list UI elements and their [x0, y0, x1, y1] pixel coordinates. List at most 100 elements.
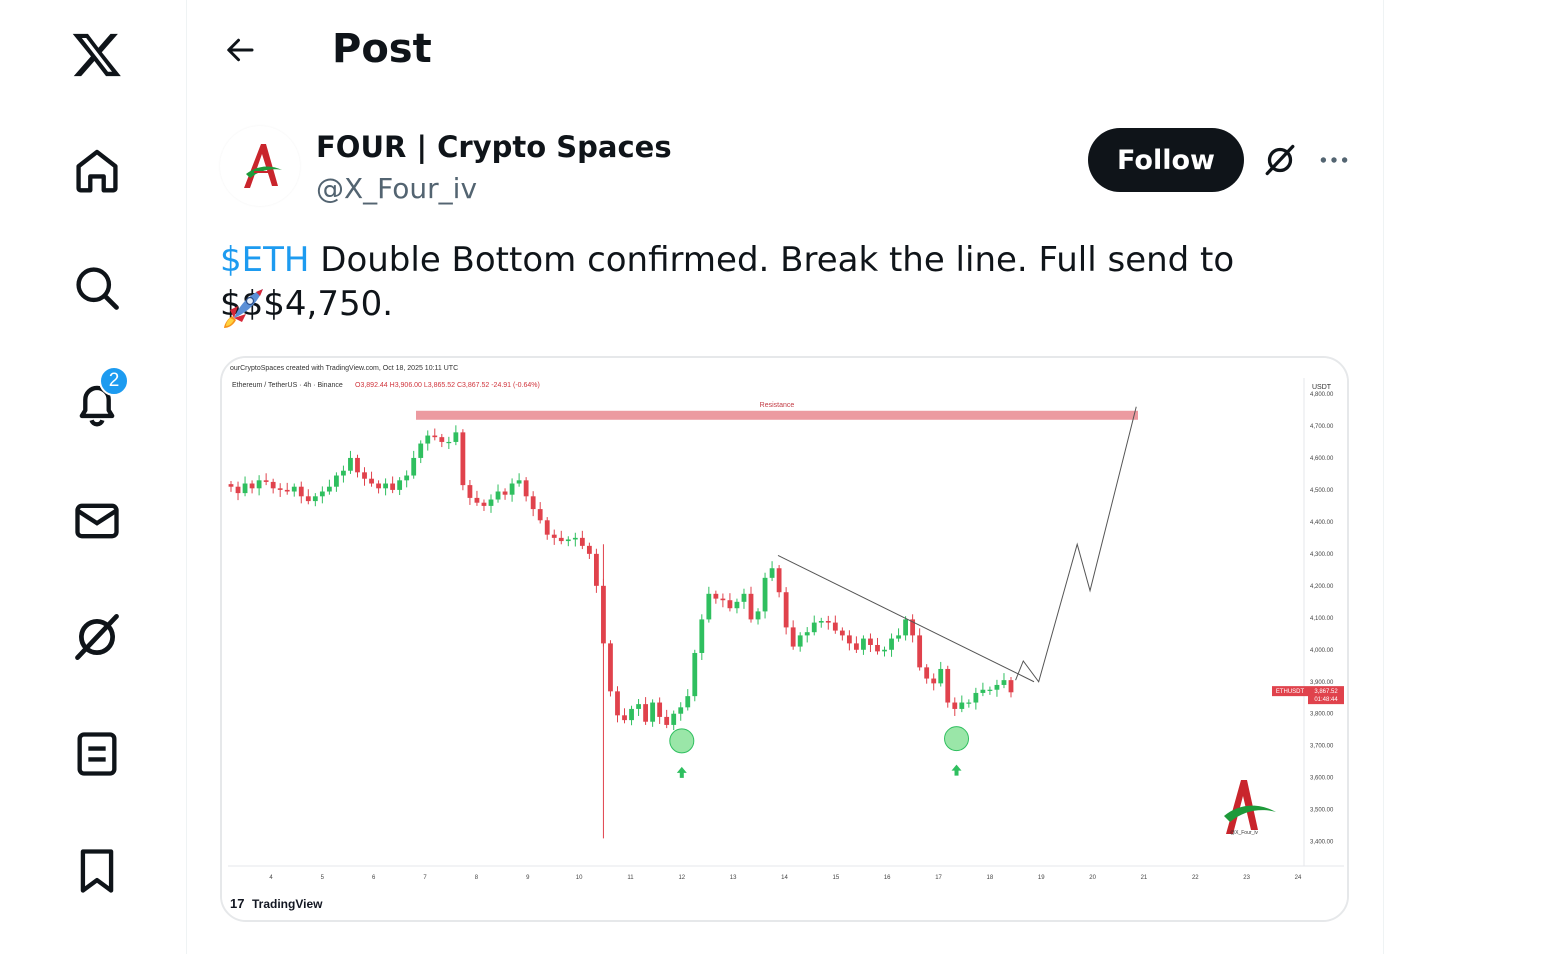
y-tick-label: 4,100.00	[1310, 616, 1334, 622]
sidebar-item-lists[interactable]	[66, 723, 128, 785]
watermark-handle: @X_Four_iv	[1230, 830, 1258, 836]
candle-body	[741, 593, 747, 602]
candle-body	[418, 443, 424, 458]
candle-body	[706, 593, 712, 620]
y-tick-label: 3,900.00	[1310, 680, 1334, 686]
candle-body	[228, 484, 234, 487]
candle-body	[509, 483, 515, 495]
candle-body	[825, 621, 831, 623]
x-tick-label: 20	[1089, 875, 1096, 881]
x-tick-label: 9	[526, 875, 530, 881]
x-tick-label: 16	[884, 875, 891, 881]
candle-body	[319, 491, 325, 497]
candle-body	[446, 441, 452, 444]
bell-icon	[79, 385, 115, 427]
candle-body	[713, 593, 719, 599]
chart-symbol: Ethereum / TetherUS · 4h · Binance	[232, 382, 343, 389]
chart-currency: USDT	[1312, 384, 1332, 391]
candle-body	[903, 619, 908, 636]
sidebar-item-explore[interactable]	[66, 257, 128, 319]
author-avatar[interactable]	[220, 126, 300, 206]
candle-body	[917, 635, 923, 668]
y-tick-label: 3,500.00	[1310, 808, 1334, 814]
main-column	[186, 0, 1384, 954]
x-tick-label: 22	[1192, 875, 1199, 881]
candle-body	[348, 457, 353, 471]
candle-body	[818, 621, 824, 623]
home-icon	[76, 149, 118, 193]
candle-body	[987, 689, 993, 691]
grok-icon	[1265, 144, 1295, 176]
candle-body	[776, 568, 782, 593]
candle-body	[341, 470, 346, 476]
y-tick-label: 4,000.00	[1310, 648, 1334, 654]
x-tick-label: 18	[987, 875, 994, 881]
candle-body	[685, 696, 691, 708]
grok-explain-button[interactable]	[1258, 138, 1302, 182]
price-tag-symbol-bg	[1272, 686, 1308, 697]
list-icon	[77, 732, 117, 776]
x-tick-label: 17	[935, 875, 942, 881]
sidebar-item-home[interactable]	[66, 140, 128, 202]
back-button[interactable]	[220, 30, 260, 70]
mail-icon	[75, 503, 119, 539]
x-tick-label: 24	[1295, 875, 1302, 881]
author-name[interactable]: FOUR | Crypto Spaces	[316, 130, 672, 164]
candle-body	[284, 489, 290, 492]
x-tick-label: 7	[423, 875, 427, 881]
x-tick-label: 8	[475, 875, 479, 881]
candle-body	[530, 496, 536, 510]
y-tick-label: 3,700.00	[1310, 744, 1334, 750]
candle-body	[439, 437, 445, 442]
y-tick-label: 4,400.00	[1310, 520, 1334, 526]
candle-body	[355, 457, 360, 473]
candle-body	[376, 483, 381, 489]
cashtag-link[interactable]: $ETH	[220, 240, 310, 280]
x-logo[interactable]	[66, 24, 128, 86]
chart-ohlc: O3,892.44 H3,906.00 L3,865.52 C3,867.52 …	[355, 382, 540, 389]
candle-body	[973, 692, 979, 703]
x-tick-label: 15	[833, 875, 840, 881]
candle-body	[537, 509, 543, 521]
candle-body	[924, 667, 930, 679]
sidebar-item-bookmarks[interactable]	[66, 840, 128, 902]
candle-body	[994, 684, 1000, 690]
follow-button[interactable]: Follow	[1088, 128, 1244, 192]
y-tick-label: 4,700.00	[1310, 424, 1334, 430]
more-horizontal-icon	[1320, 157, 1348, 163]
candle-body	[931, 678, 937, 684]
candle-body	[460, 432, 466, 486]
candle-body	[664, 716, 670, 725]
candle-body	[432, 435, 438, 438]
candle-body	[854, 643, 859, 650]
sidebar-nav: 2	[0, 0, 187, 954]
candle-body	[326, 486, 332, 492]
candle-body	[692, 652, 698, 697]
candle-body	[579, 537, 585, 546]
price-tag-price: 3,867.52	[1314, 689, 1338, 695]
y-tick-label: 4,800.00	[1310, 392, 1334, 398]
candle-body	[235, 486, 241, 494]
sidebar-item-notifications[interactable]: 2	[66, 366, 129, 435]
x-tick-label: 4	[269, 875, 273, 881]
candle-body	[734, 601, 740, 609]
sidebar-item-messages[interactable]	[66, 490, 128, 552]
candle-body	[896, 635, 901, 639]
candle-body	[839, 630, 845, 636]
sidebar-item-grok[interactable]	[66, 606, 128, 668]
candle-body	[615, 691, 620, 716]
more-options-button[interactable]	[1312, 138, 1356, 182]
candle-body	[699, 619, 705, 653]
media-image[interactable]: ourCryptoSpaces created with TradingView…	[220, 356, 1349, 922]
chart-credit: ourCryptoSpaces created with TradingView…	[230, 365, 458, 372]
candle-body	[362, 472, 367, 479]
candle-body	[797, 635, 803, 647]
candle-body	[636, 704, 641, 709]
author-handle[interactable]: @X_Four_iv	[316, 172, 478, 205]
projection-path	[1015, 406, 1137, 683]
candle-body	[720, 598, 726, 601]
candle-body	[959, 702, 965, 709]
candle-body	[558, 537, 564, 542]
candle-body	[249, 483, 255, 489]
candle-body	[643, 704, 648, 722]
